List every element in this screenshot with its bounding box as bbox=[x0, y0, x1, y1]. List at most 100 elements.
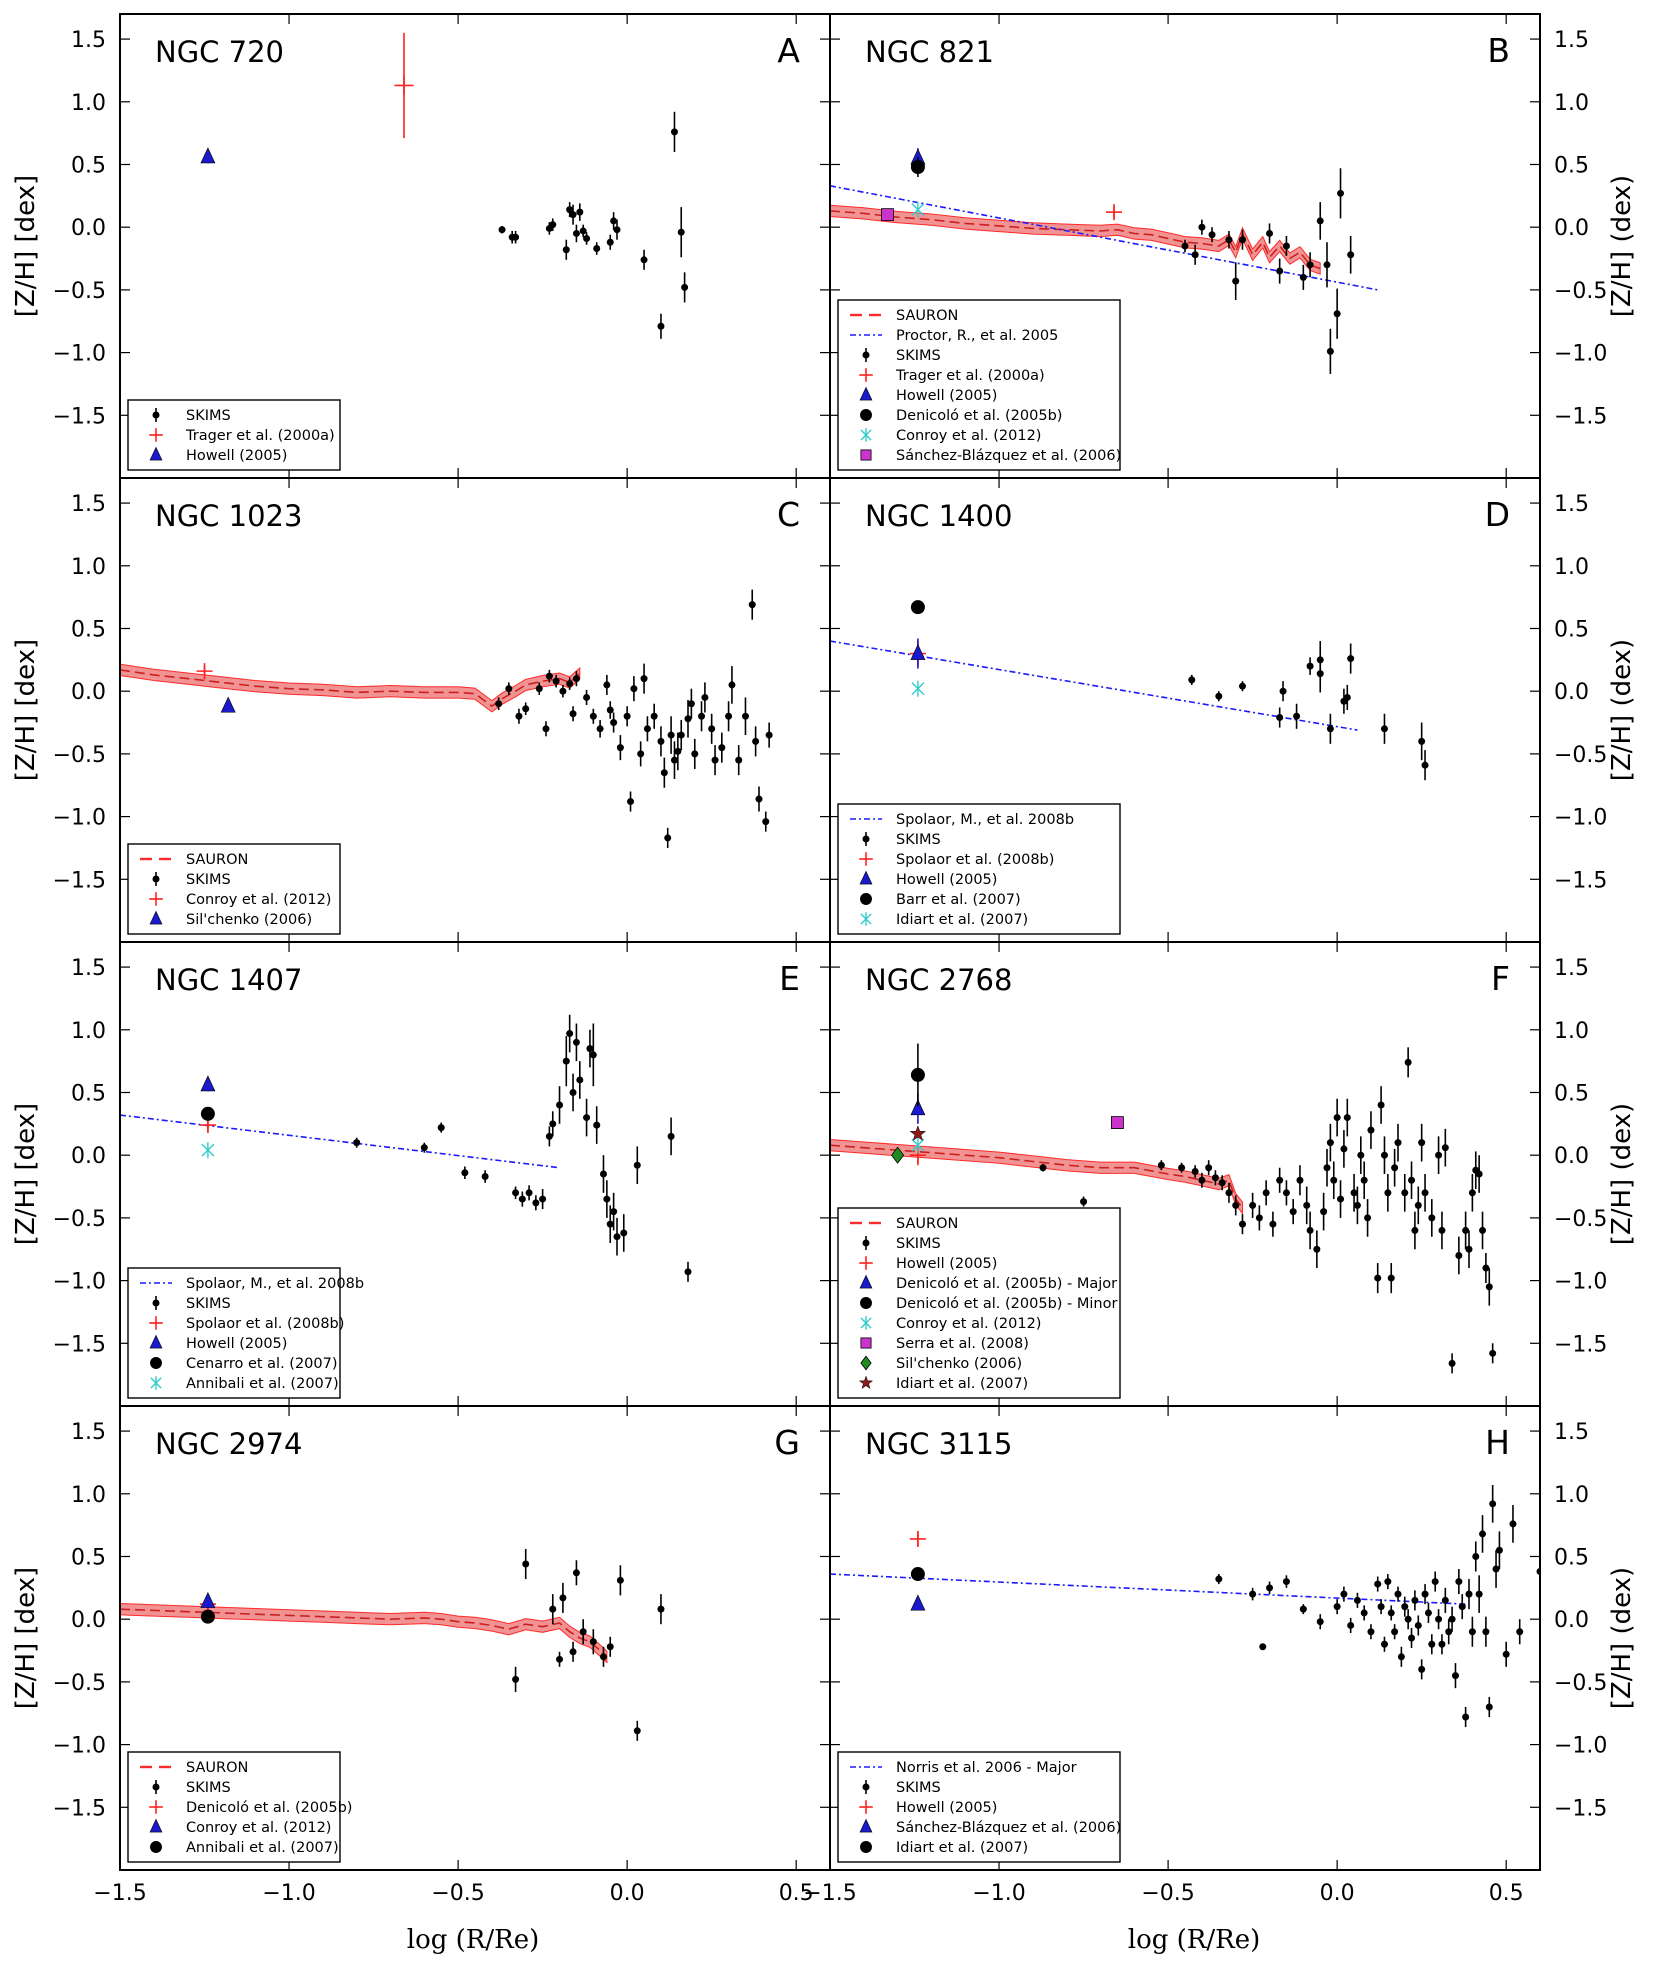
y-tick-label: −1.5 bbox=[1554, 1332, 1607, 1357]
skims-dot bbox=[1485, 1283, 1493, 1291]
skims-point bbox=[674, 732, 682, 771]
skims-dot bbox=[1347, 1621, 1355, 1629]
y-tick-label: −0.5 bbox=[1554, 279, 1607, 304]
skims-point bbox=[593, 1106, 601, 1144]
y-tick-label: −0.5 bbox=[53, 279, 106, 304]
x-axis-label-right: log (R/Re) bbox=[1128, 1925, 1260, 1955]
y-tick-label: 1.5 bbox=[1554, 492, 1589, 517]
plot-area bbox=[120, 589, 773, 848]
skims-dot bbox=[572, 1569, 580, 1577]
skims-point bbox=[1360, 1605, 1368, 1621]
skims-dot bbox=[684, 1268, 692, 1276]
skims-point bbox=[583, 1098, 591, 1137]
skims-dot bbox=[1421, 761, 1429, 769]
legend-entry: Idiart et al. (2007) bbox=[860, 1840, 1028, 1856]
x-tick-label: −1.5 bbox=[803, 1881, 856, 1906]
skims-legend-dot bbox=[152, 1299, 160, 1307]
skims-dot bbox=[681, 283, 689, 291]
legend-entry: Howell (2005) bbox=[859, 1800, 997, 1816]
legend-entry: Sánchez-Blázquez et al. (2006) bbox=[859, 1818, 1121, 1836]
x-tick-label: −1.5 bbox=[93, 1881, 146, 1906]
skims-point bbox=[765, 722, 773, 748]
skims-point bbox=[1516, 1619, 1524, 1645]
skims-point bbox=[566, 1014, 574, 1053]
skims-dot bbox=[1397, 1653, 1405, 1661]
skims-point bbox=[559, 684, 567, 698]
legend-label: Sil'chenko (2006) bbox=[186, 912, 312, 928]
x-tick-label: 0.5 bbox=[1489, 1881, 1524, 1906]
skims-point bbox=[1232, 262, 1240, 300]
skims-dot bbox=[566, 206, 574, 214]
y-tick-label: 0.0 bbox=[71, 1608, 106, 1633]
y-tick-label: −1.5 bbox=[1554, 1796, 1607, 1821]
skims-dot bbox=[1431, 1578, 1439, 1586]
skims-dot bbox=[542, 725, 550, 733]
skims-dot bbox=[569, 710, 577, 718]
lit-marker-tri bbox=[910, 638, 926, 669]
skims-dot bbox=[1472, 1552, 1480, 1560]
skims-dot bbox=[1191, 1167, 1199, 1175]
skims-point bbox=[606, 1636, 614, 1657]
skims-dot bbox=[667, 1132, 675, 1140]
skims-dot bbox=[583, 1114, 591, 1122]
skims-point bbox=[1401, 1596, 1409, 1617]
skims-point bbox=[1326, 1123, 1334, 1162]
legend-label: Conroy et al. (2012) bbox=[186, 892, 331, 908]
skims-dot bbox=[576, 208, 584, 216]
star-marker bbox=[858, 1375, 874, 1390]
skims-point bbox=[1445, 1619, 1453, 1645]
legend-entry: Denicoló et al. (2005b) bbox=[149, 1800, 352, 1816]
panel-letter: H bbox=[1485, 1423, 1510, 1462]
legend-entry: SAURON bbox=[850, 308, 958, 324]
skims-point bbox=[1289, 1199, 1297, 1225]
skims-dot bbox=[664, 834, 672, 842]
skims-dot bbox=[1205, 1164, 1213, 1172]
y-tick-label: 0.0 bbox=[1554, 680, 1589, 705]
skims-dot bbox=[765, 731, 773, 739]
triangle-marker bbox=[200, 1591, 216, 1608]
skims-point bbox=[1448, 1353, 1456, 1374]
panel-a: 1.5 1.0 0.5 0.0 −0.5 −1.0 −1.5 [Z/H] [dex] NGC 7… bbox=[11, 13, 831, 479]
skims-point bbox=[640, 663, 648, 694]
y-tick-label: −1.5 bbox=[53, 868, 106, 893]
skims-point bbox=[512, 1666, 520, 1692]
lit-marker-square bbox=[1110, 1116, 1124, 1129]
skims-point bbox=[1475, 1155, 1483, 1193]
skims-point bbox=[505, 682, 513, 695]
skims-dot bbox=[606, 706, 614, 714]
skims-point bbox=[1340, 1586, 1348, 1602]
legend-entry: Howell (2005) bbox=[859, 870, 997, 888]
skims-point bbox=[684, 699, 692, 738]
y-tick-label: 1.0 bbox=[1554, 1483, 1589, 1508]
triangle-marker bbox=[149, 1334, 163, 1349]
skims-dot bbox=[1198, 1176, 1206, 1184]
skims-point bbox=[1489, 1485, 1497, 1523]
galaxy-name: NGC 3115 bbox=[865, 1427, 1012, 1461]
skims-point bbox=[1316, 202, 1324, 240]
skims-dot bbox=[1475, 1590, 1483, 1598]
skims-point bbox=[559, 1582, 567, 1613]
skims-point bbox=[691, 738, 699, 769]
skims-point bbox=[698, 701, 706, 732]
legend-label: Conroy et al. (2012) bbox=[896, 428, 1041, 444]
skims-dot bbox=[518, 1195, 526, 1203]
diamond-marker bbox=[891, 1146, 905, 1164]
x-tick-label: −1.0 bbox=[262, 1881, 315, 1906]
skims-dot bbox=[1418, 1665, 1426, 1673]
skims-dot bbox=[677, 731, 685, 739]
skims-dot bbox=[640, 675, 648, 683]
panel-letter: A bbox=[777, 31, 800, 70]
skims-dot bbox=[559, 1594, 567, 1602]
skims-dot bbox=[549, 1605, 557, 1613]
lit-marker-circle bbox=[910, 156, 925, 178]
skims-point bbox=[657, 1594, 665, 1625]
skims-point bbox=[1404, 1047, 1412, 1078]
skims-point bbox=[1380, 1636, 1388, 1652]
skims-point bbox=[735, 745, 743, 776]
skims-point bbox=[1191, 244, 1199, 265]
skims-point bbox=[1462, 1211, 1470, 1250]
lit-marker-tri bbox=[200, 147, 216, 164]
legend: SKIMS Trager et al. (2000a) Howell (2005) bbox=[127, 399, 341, 471]
panel-letter: C bbox=[777, 495, 800, 534]
skims-point bbox=[687, 688, 695, 719]
